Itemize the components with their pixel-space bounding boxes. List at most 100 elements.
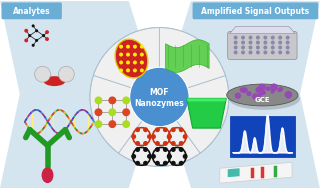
Circle shape (147, 154, 152, 159)
Polygon shape (187, 98, 226, 101)
Circle shape (252, 93, 259, 100)
Circle shape (133, 68, 137, 72)
Circle shape (277, 88, 282, 92)
Wedge shape (119, 97, 200, 166)
Circle shape (58, 66, 74, 82)
Circle shape (130, 67, 189, 127)
Circle shape (28, 34, 31, 37)
Circle shape (167, 154, 172, 159)
Wedge shape (160, 76, 229, 153)
Circle shape (122, 120, 130, 128)
Circle shape (261, 91, 265, 95)
Circle shape (271, 41, 275, 44)
Polygon shape (162, 1, 320, 188)
Circle shape (179, 141, 184, 146)
Circle shape (122, 108, 130, 116)
Circle shape (270, 89, 275, 94)
FancyBboxPatch shape (228, 32, 297, 59)
Ellipse shape (115, 39, 148, 78)
Circle shape (133, 60, 137, 64)
Circle shape (248, 50, 253, 54)
Circle shape (133, 45, 137, 49)
Circle shape (126, 60, 130, 64)
Circle shape (256, 41, 260, 44)
Ellipse shape (229, 88, 300, 110)
Circle shape (108, 120, 116, 128)
Circle shape (126, 45, 130, 49)
Circle shape (35, 66, 50, 82)
Circle shape (257, 92, 262, 97)
Circle shape (241, 46, 245, 50)
Circle shape (135, 147, 140, 152)
Circle shape (256, 50, 260, 54)
Circle shape (135, 161, 140, 166)
Circle shape (140, 53, 144, 57)
Circle shape (163, 127, 168, 132)
Circle shape (286, 36, 290, 40)
Circle shape (135, 127, 140, 132)
Circle shape (95, 108, 102, 116)
Circle shape (131, 134, 136, 139)
Circle shape (183, 154, 188, 159)
Text: Analytes: Analytes (13, 7, 50, 16)
Circle shape (122, 96, 130, 104)
Circle shape (90, 28, 229, 166)
Polygon shape (230, 27, 295, 34)
Circle shape (271, 50, 275, 54)
Circle shape (140, 45, 144, 49)
Circle shape (155, 147, 160, 152)
Circle shape (133, 53, 137, 57)
Circle shape (234, 50, 238, 54)
Circle shape (263, 50, 267, 54)
Circle shape (35, 39, 38, 42)
Circle shape (163, 141, 168, 146)
Circle shape (171, 141, 176, 146)
Circle shape (95, 96, 102, 104)
Wedge shape (90, 76, 160, 153)
Circle shape (119, 45, 123, 49)
Text: GCE: GCE (255, 97, 270, 103)
Circle shape (266, 87, 270, 91)
FancyBboxPatch shape (193, 2, 318, 19)
Circle shape (234, 36, 238, 40)
Circle shape (143, 161, 148, 166)
Circle shape (147, 134, 152, 139)
Ellipse shape (44, 76, 65, 86)
Ellipse shape (227, 84, 298, 106)
Circle shape (248, 36, 253, 40)
Circle shape (235, 92, 241, 99)
Wedge shape (160, 28, 225, 97)
Circle shape (151, 134, 156, 139)
Polygon shape (220, 162, 292, 183)
Circle shape (42, 34, 45, 37)
Circle shape (32, 44, 35, 47)
Circle shape (263, 46, 267, 50)
Circle shape (179, 127, 184, 132)
Circle shape (24, 29, 28, 33)
Circle shape (151, 154, 156, 159)
Circle shape (266, 86, 270, 91)
Circle shape (140, 68, 144, 72)
Circle shape (234, 46, 238, 50)
Text: Nanozymes: Nanozymes (134, 99, 184, 108)
Circle shape (278, 41, 282, 44)
Circle shape (286, 50, 290, 54)
Circle shape (163, 147, 168, 152)
Circle shape (171, 161, 176, 166)
Circle shape (143, 141, 148, 146)
Circle shape (256, 36, 260, 40)
Circle shape (155, 161, 160, 166)
Circle shape (108, 108, 116, 116)
Circle shape (278, 87, 283, 91)
Circle shape (240, 87, 245, 93)
Circle shape (263, 41, 267, 44)
Circle shape (45, 30, 49, 34)
Circle shape (248, 46, 253, 50)
Text: Amplified Signal Outputs: Amplified Signal Outputs (201, 7, 309, 16)
Wedge shape (93, 28, 160, 97)
Circle shape (143, 127, 148, 132)
Circle shape (286, 46, 290, 50)
Polygon shape (187, 98, 226, 128)
Circle shape (286, 41, 290, 44)
Circle shape (241, 36, 245, 40)
